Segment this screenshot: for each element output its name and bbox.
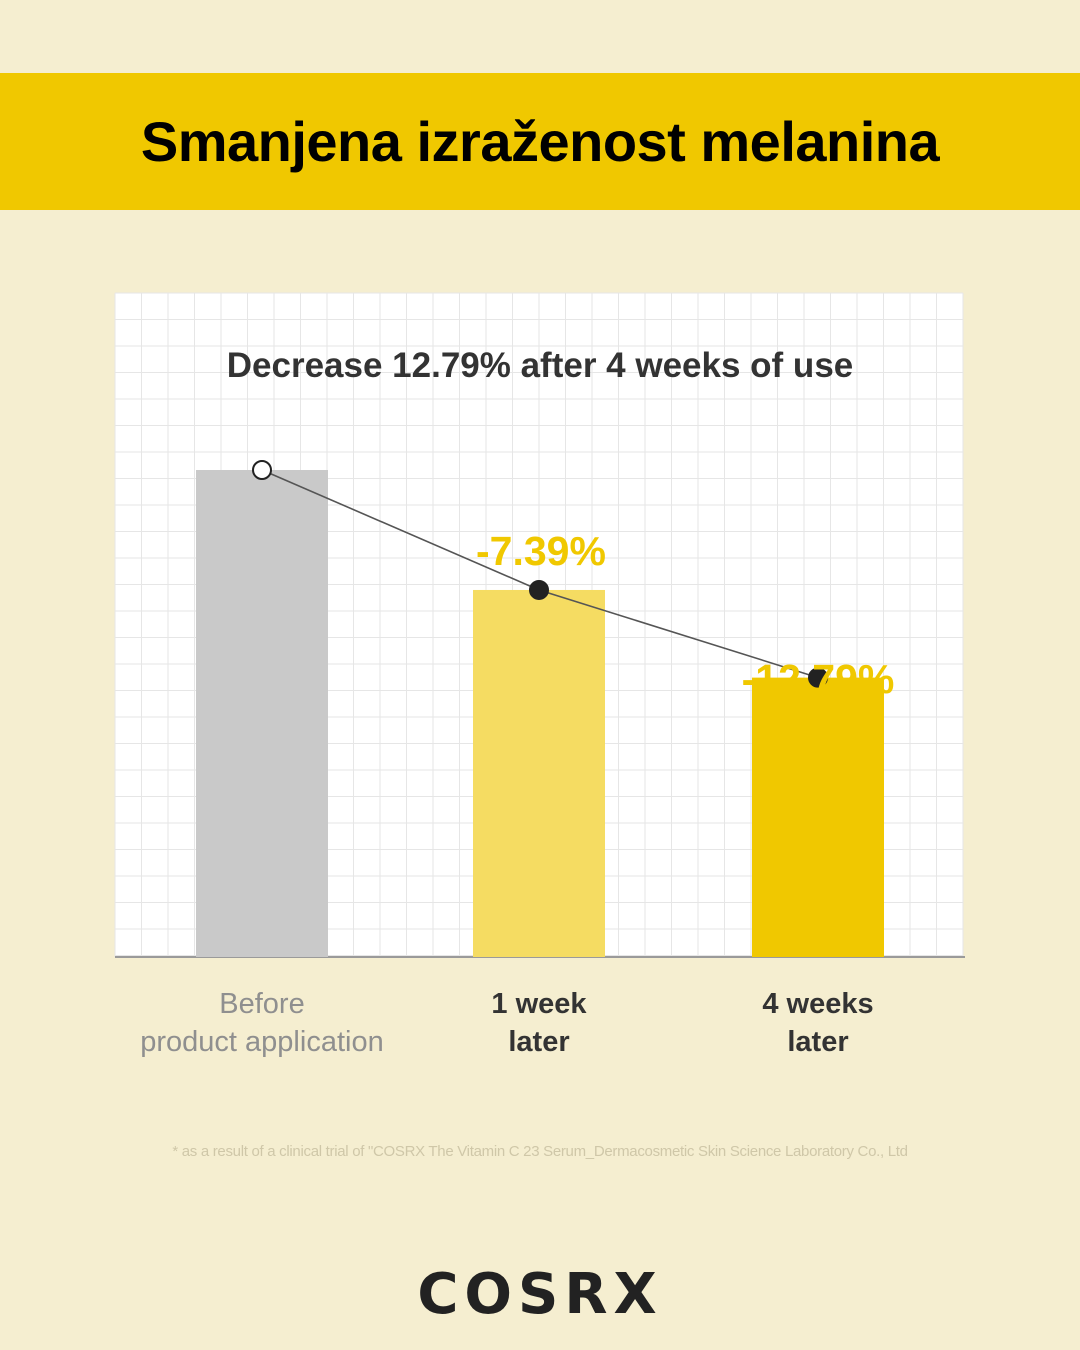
bar-2 — [473, 589, 605, 957]
trend-point-1 — [252, 460, 272, 480]
data-labels: -7.39% -12.79% — [476, 528, 894, 702]
data-label-2: -7.39% — [476, 528, 606, 574]
category-label-2: 1 week — [491, 988, 587, 1020]
category-labels: Before product application 1 week later 4 we… — [140, 988, 873, 1058]
data-label-3: -12.79% — [742, 656, 895, 702]
cosrx-logo: COSRX — [417, 1262, 663, 1327]
trend-point-2 — [529, 579, 549, 600]
category-label-1: product application — [140, 1026, 383, 1058]
footnote: * as a result of a clinical trial of "CO… — [172, 1143, 908, 1160]
category-label-3: later — [787, 1026, 848, 1058]
trend-line — [252, 460, 828, 688]
category-label-2: later — [508, 1026, 569, 1058]
title-banner: Smanjena izraženost melanina — [0, 73, 1080, 210]
banner-title: Smanjena izraženost melanina — [140, 110, 940, 173]
bar-1 — [196, 470, 328, 957]
bars — [196, 470, 884, 957]
category-label-3: 4 weeks — [762, 988, 873, 1020]
category-label-1: Before — [219, 988, 304, 1020]
trend-point-3 — [808, 667, 828, 688]
chart-title: Decrease 12.79% after 4 weeks of use — [227, 346, 854, 385]
bar-3 — [752, 677, 884, 957]
